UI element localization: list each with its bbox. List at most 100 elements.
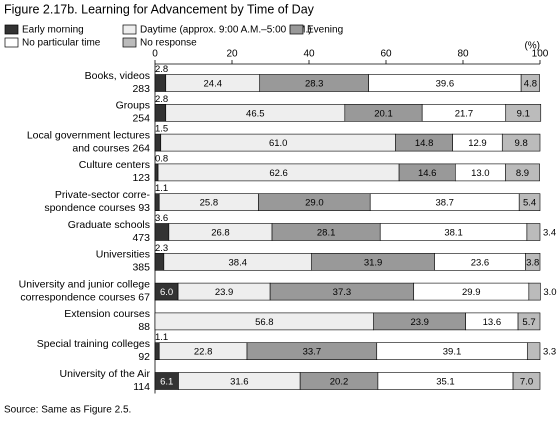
data-label: 5.4 [523, 198, 536, 209]
x-tick-label: 20 [226, 49, 238, 60]
y-tick-label: Graduate schools [68, 219, 150, 231]
x-axis-label: (%) [524, 41, 540, 52]
data-label: 28.1 [317, 228, 336, 239]
data-label: 23.6 [471, 257, 490, 268]
data-label: 12.9 [468, 138, 487, 149]
legend-label: Evening [307, 25, 343, 36]
data-label: 56.8 [255, 317, 274, 328]
legend-swatch [289, 24, 304, 35]
bar-segment [154, 253, 165, 271]
data-label: 26.8 [211, 228, 230, 239]
y-tick-label: 92 [138, 351, 150, 363]
data-label: 23.9 [215, 287, 234, 298]
data-label: 2.8 [155, 94, 168, 105]
bar-segment [154, 342, 160, 361]
legend-swatch [122, 37, 137, 48]
y-tick-label: Groups [116, 100, 150, 112]
data-label: 35.1 [436, 377, 455, 388]
bar-segment [505, 163, 540, 182]
data-label: 38.4 [229, 257, 248, 268]
data-label: 9.1 [517, 108, 530, 119]
data-label: 29.0 [305, 198, 324, 209]
bar-segment [528, 282, 541, 301]
data-label: 46.5 [246, 108, 265, 119]
legend-label: No response [140, 38, 197, 49]
data-label: 37.3 [333, 287, 352, 298]
x-tick-label: 80 [457, 49, 469, 60]
legend-swatch [122, 24, 137, 35]
bar-segment [154, 223, 170, 241]
data-label: 23.9 [410, 317, 429, 328]
y-tick-label: spondence courses 93 [44, 202, 150, 214]
data-label: 38.7 [435, 198, 454, 209]
y-tick-label: Private-sector corre- [55, 189, 151, 201]
data-label: 20.1 [374, 108, 393, 119]
bar-segment [154, 104, 167, 122]
data-label: 29.9 [462, 287, 481, 298]
data-label: 62.6 [269, 168, 288, 179]
legend-swatch [4, 24, 19, 35]
x-tick-label: 40 [303, 49, 315, 60]
data-label: 3.6 [155, 213, 168, 224]
x-tick-label: 60 [380, 49, 392, 60]
y-tick-label: University of the Air [60, 368, 151, 380]
bar-segment [526, 342, 541, 361]
data-label: 3.8 [526, 257, 539, 268]
bar-segment [525, 253, 541, 271]
y-tick-label: Local government lectures [27, 129, 150, 141]
data-label: 5.7 [522, 317, 535, 328]
data-label: 25.8 [200, 198, 219, 209]
data-label: 8.9 [516, 168, 529, 179]
data-label: 13.0 [471, 168, 490, 179]
legend-label: Early morning [22, 25, 84, 36]
data-label: 39.1 [443, 347, 462, 358]
data-label: 3.4 [543, 228, 556, 239]
y-tick-label: and courses 264 [72, 142, 150, 154]
x-tick-label: 100 [532, 49, 549, 60]
bar-segment [512, 372, 541, 390]
y-tick-label: 473 [132, 232, 150, 244]
data-label: 3.3 [543, 347, 556, 358]
data-label: 39.6 [436, 79, 455, 90]
y-tick-label: Culture centers [79, 159, 150, 171]
y-tick-label: University and junior college [19, 278, 150, 290]
y-tick-label: Special training colleges [37, 338, 150, 350]
y-tick-label: Universities [96, 249, 150, 261]
data-label: 2.8 [155, 64, 168, 75]
bar-segment [517, 312, 541, 331]
bar-segment [501, 133, 541, 152]
legend-label: No particular time [22, 38, 101, 49]
data-label: 9.8 [515, 138, 528, 149]
data-label: 2.3 [155, 243, 168, 254]
data-label: 61.0 [269, 138, 288, 149]
y-tick-label: correspondence courses 67 [20, 291, 150, 303]
data-label: 1.5 [155, 124, 168, 135]
data-label: 21.7 [455, 108, 474, 119]
data-label: 6.0 [160, 287, 173, 298]
y-tick-label: Books, videos [85, 70, 150, 82]
legend-label: Daytime (approx. 9:00 A.M.–5:00 P.M.) [140, 25, 312, 36]
bar-segment [154, 133, 162, 152]
bar-segment [526, 223, 541, 241]
source: Source: Same as Figure 2.5. [4, 405, 131, 416]
data-label: 38.1 [444, 228, 463, 239]
data-label: 20.2 [330, 377, 349, 388]
bar-segment [505, 104, 542, 122]
data-label: 4.8 [524, 79, 537, 90]
y-tick-label: Extension courses [64, 308, 150, 320]
data-label: 13.6 [483, 317, 502, 328]
data-label: 0.8 [155, 153, 168, 164]
data-label: 6.1 [160, 377, 173, 388]
y-tick-label: 283 [132, 83, 150, 95]
data-label: 31.6 [230, 377, 249, 388]
data-label: 1.1 [155, 332, 168, 343]
bar-segment [154, 193, 160, 211]
chart-title: Figure 2.17b. Learning for Advancement b… [4, 2, 315, 16]
y-tick-label: 88 [138, 321, 150, 333]
bar-segment [520, 74, 540, 92]
bar-segment [154, 163, 159, 182]
data-label: 3.0 [543, 287, 556, 298]
data-label: 33.7 [303, 347, 322, 358]
y-tick-label: 123 [132, 172, 150, 184]
